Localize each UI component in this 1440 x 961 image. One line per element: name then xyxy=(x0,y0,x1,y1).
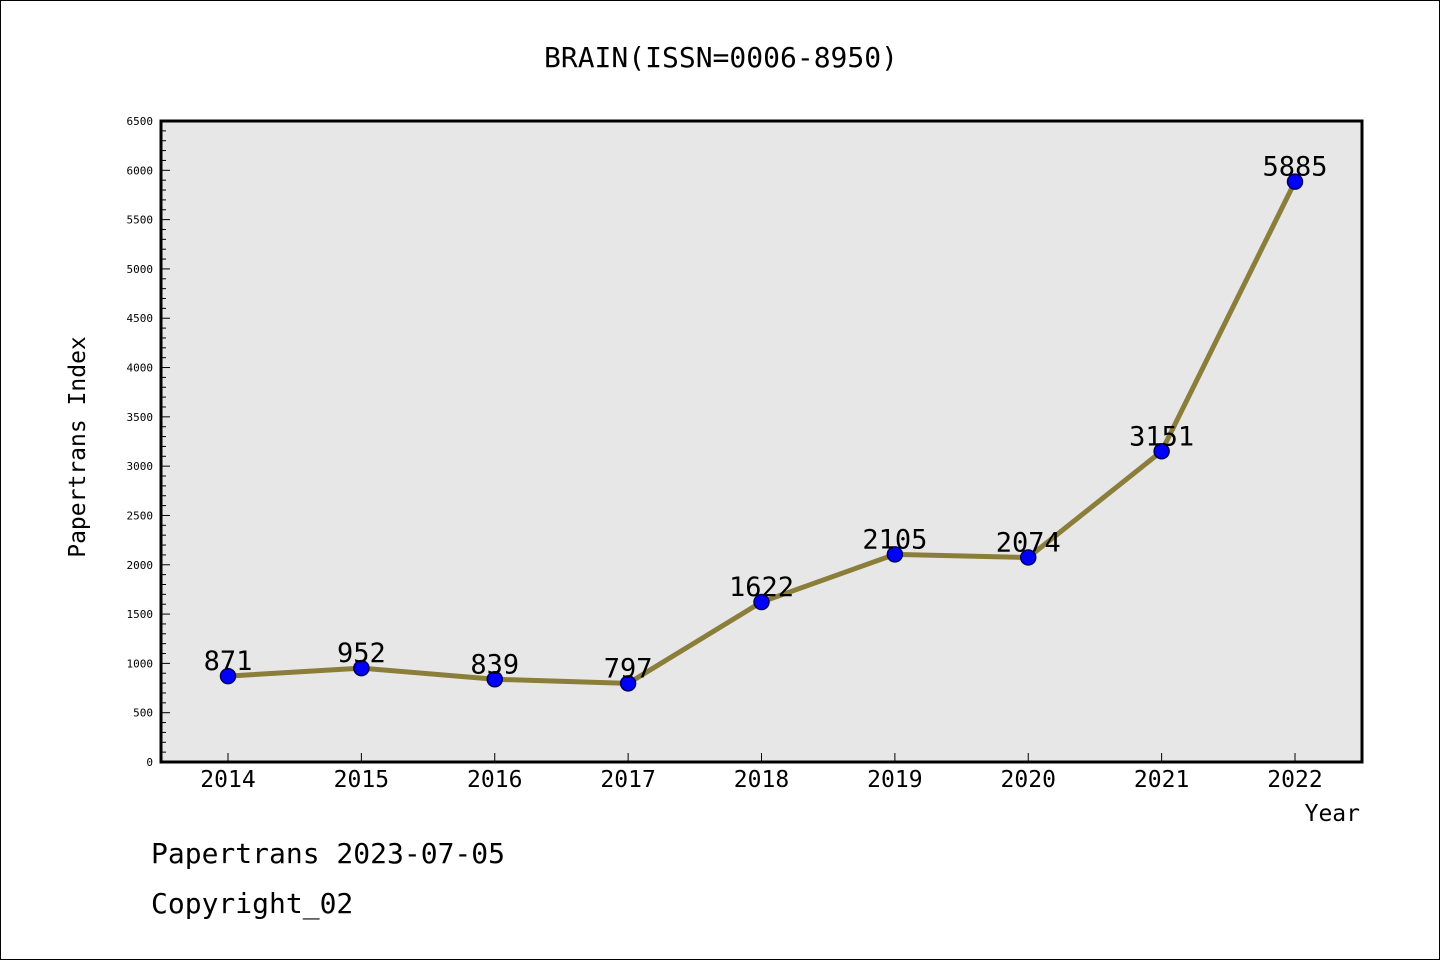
data-point xyxy=(1153,443,1170,460)
y-tick-label: 5000 xyxy=(127,263,154,276)
y-tick-label: 2000 xyxy=(127,559,154,572)
data-point xyxy=(486,671,503,688)
x-tick-label: 2017 xyxy=(600,767,655,793)
data-point xyxy=(753,593,770,611)
x-tick-label: 2014 xyxy=(200,767,255,793)
x-tick-label: 2019 xyxy=(867,767,922,793)
x-tick-label: 2016 xyxy=(467,767,522,793)
data-label: 797 xyxy=(604,653,653,684)
data-point xyxy=(1286,173,1304,190)
y-tick-label: 1500 xyxy=(127,608,154,621)
data-point xyxy=(619,675,637,692)
x-tick-label: 2022 xyxy=(1267,767,1322,793)
data-point xyxy=(219,667,237,685)
data-label: 952 xyxy=(337,638,386,669)
data-label: 871 xyxy=(204,646,253,677)
data-point xyxy=(886,546,904,563)
x-tick-label: 2021 xyxy=(1134,767,1189,793)
y-tick-label: 2500 xyxy=(127,509,154,522)
y-tick-label: 1000 xyxy=(127,657,154,670)
data-label: 2074 xyxy=(996,527,1061,558)
x-tick-label: 2015 xyxy=(334,767,389,793)
chart-title: BRAIN(ISSN=0006-8950) xyxy=(544,41,898,74)
footer-date-text: Papertrans 2023-07-05 xyxy=(151,837,506,870)
data-point xyxy=(1020,549,1037,566)
x-axis-title: Year xyxy=(1305,801,1360,827)
data-label: 2105 xyxy=(862,524,927,555)
data-label: 3151 xyxy=(1129,421,1194,452)
y-tick-label: 4000 xyxy=(127,362,154,375)
plot-area xyxy=(161,121,1362,762)
y-tick-label: 6500 xyxy=(127,115,154,128)
y-tick-label: 500 xyxy=(133,707,153,720)
y-tick-label: 4500 xyxy=(127,312,154,325)
x-tick-label: 2018 xyxy=(734,767,789,793)
y-tick-label: 3000 xyxy=(127,460,154,473)
data-label: 5885 xyxy=(1262,152,1327,183)
y-tick-label: 5500 xyxy=(127,214,154,227)
y-tick-label: 3500 xyxy=(127,411,154,424)
y-tick-label: 0 xyxy=(146,756,153,769)
data-label: 839 xyxy=(470,649,519,680)
y-tick-label: 6000 xyxy=(127,164,154,177)
x-tick-label: 2020 xyxy=(1001,767,1056,793)
y-axis-title: Papertrans Index xyxy=(65,336,91,558)
data-label: 1622 xyxy=(729,572,794,603)
data-point xyxy=(353,659,370,677)
footer-copyright-text: Copyright_02 xyxy=(151,887,354,920)
